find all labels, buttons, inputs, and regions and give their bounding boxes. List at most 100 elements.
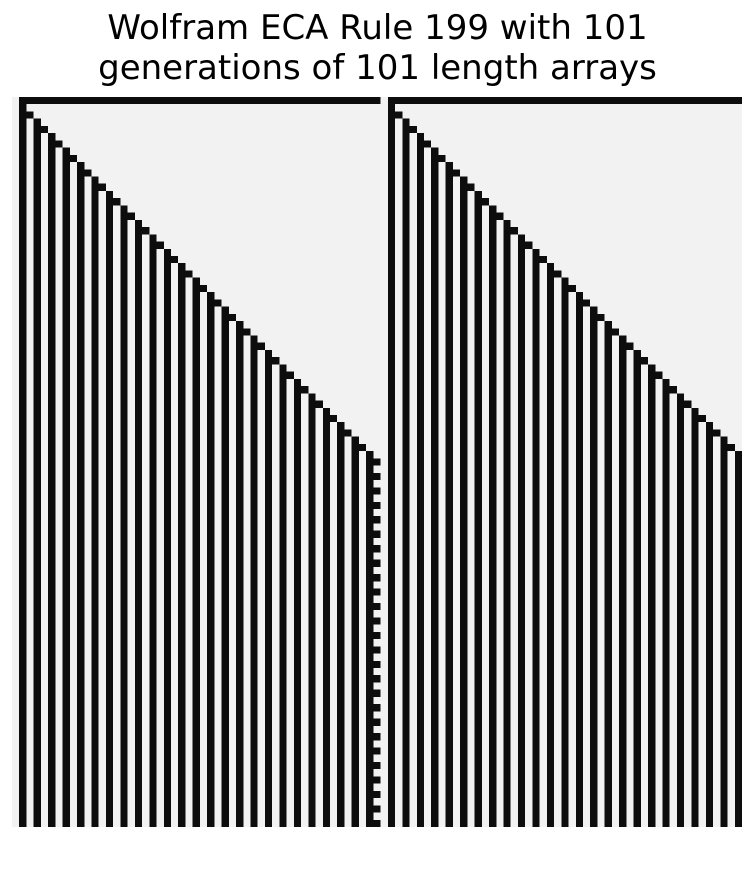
dead-cell-run: [604, 436, 612, 444]
dead-cell-run: [105, 443, 114, 452]
dead-cell-run: [134, 306, 143, 314]
dead-cell-run: [590, 617, 598, 625]
dead-cell-run: [460, 472, 468, 481]
dead-cell-run: [532, 349, 540, 358]
dead-cell-run: [120, 747, 128, 755]
dead-cell-run: [590, 711, 598, 719]
dead-cell-run: [91, 725, 99, 734]
dead-cell-run: [207, 631, 215, 640]
dead-cell-run: [163, 602, 172, 611]
dead-cell-run: [62, 277, 70, 285]
dead-cell-run: [178, 530, 186, 538]
dead-cell-run: [532, 581, 540, 589]
dead-cell-run: [633, 805, 641, 813]
dead-cell-run: [445, 241, 453, 249]
dead-cell-run: [120, 790, 128, 799]
dead-cell-run: [503, 371, 511, 379]
dead-cell-run: [416, 465, 424, 473]
dead-cell-run: [178, 566, 186, 575]
dead-cell-run: [337, 516, 345, 524]
dead-cell-run: [134, 494, 143, 502]
dead-cell-run: [445, 349, 453, 358]
dead-cell-run: [604, 798, 612, 806]
dead-cell-run: [366, 487, 381, 495]
dead-cell-run: [402, 299, 410, 307]
dead-cell-run: [77, 190, 85, 199]
dead-cell-run: [19, 321, 27, 329]
dead-cell-run: [517, 248, 526, 257]
dead-cell-run: [662, 566, 670, 575]
dead-cell-run: [489, 718, 497, 726]
dead-cell-run: [489, 378, 497, 387]
dead-cell-run: [734, 646, 742, 654]
dead-cell-run: [387, 451, 396, 459]
dead-cell-run: [134, 653, 143, 661]
dead-cell-run: [561, 342, 569, 350]
dead-cell-run: [149, 458, 157, 466]
dead-cell-run: [77, 733, 85, 741]
dead-cell-run: [705, 747, 714, 755]
dead-cell-run: [532, 494, 540, 502]
dead-cell-run: [676, 711, 685, 719]
dead-cell-run: [561, 545, 569, 553]
dead-cell-run: [590, 342, 598, 350]
dead-cell-run: [604, 472, 612, 481]
dead-cell-run: [62, 798, 70, 806]
dead-cell-run: [517, 798, 526, 806]
dead-cell-run: [62, 292, 70, 300]
dead-cell-run: [604, 610, 612, 618]
dead-cell-run: [366, 552, 374, 560]
dead-cell-run: [337, 537, 345, 546]
dead-cell-run: [163, 422, 172, 430]
dead-cell-run: [416, 328, 424, 336]
dead-cell-run: [676, 574, 685, 582]
dead-cell-run: [517, 725, 526, 734]
dead-cell-run: [322, 436, 331, 444]
dead-cell-run: [149, 516, 157, 524]
dead-cell-run: [734, 624, 742, 632]
dead-cell-run: [489, 819, 497, 827]
dead-cell-run: [546, 393, 555, 401]
dead-cell-run: [561, 508, 569, 517]
dead-cell-run: [207, 812, 215, 820]
dead-cell-run: [91, 689, 99, 697]
dead-cell-run: [351, 523, 359, 531]
dead-cell-run: [322, 545, 331, 553]
dead-cell-run: [720, 443, 735, 452]
dead-cell-run: [105, 566, 114, 575]
dead-cell-run: [474, 624, 482, 632]
dead-cell-run: [387, 154, 396, 163]
dead-cell-run: [561, 754, 569, 762]
dead-cell-run: [178, 646, 186, 654]
dead-cell-run: [163, 733, 172, 741]
dead-cell-run: [178, 487, 186, 495]
dead-cell-run: [236, 480, 244, 488]
dead-cell-run: [19, 718, 27, 726]
dead-cell-run: [676, 602, 685, 611]
dead-cell-run: [163, 660, 172, 668]
dead-cell-run: [178, 299, 186, 307]
dead-cell-run: [416, 725, 424, 734]
dead-cell-run: [431, 537, 439, 546]
dead-cell-run: [546, 711, 555, 719]
dead-cell-run: [264, 602, 273, 611]
dead-cell-run: [149, 559, 157, 567]
dead-cell-run: [236, 646, 244, 654]
dead-cell-run: [322, 682, 331, 690]
dead-cell-run: [236, 342, 244, 350]
dead-cell-run: [77, 198, 85, 206]
dead-cell-run: [517, 256, 526, 264]
dead-cell-run: [48, 256, 56, 264]
dead-cell-run: [604, 740, 612, 748]
dead-cell-run: [91, 183, 106, 191]
dead-cell-run: [474, 248, 482, 257]
dead-cell-run: [293, 689, 302, 697]
dead-cell-run: [474, 769, 482, 777]
dead-cell-run: [590, 761, 598, 770]
dead-cell-run: [19, 400, 27, 408]
dead-cell-run: [62, 696, 70, 705]
dead-cell-run: [734, 588, 742, 596]
dead-cell-run: [532, 400, 540, 408]
dead-cell-run: [149, 798, 157, 806]
dead-cell-run: [590, 653, 598, 661]
